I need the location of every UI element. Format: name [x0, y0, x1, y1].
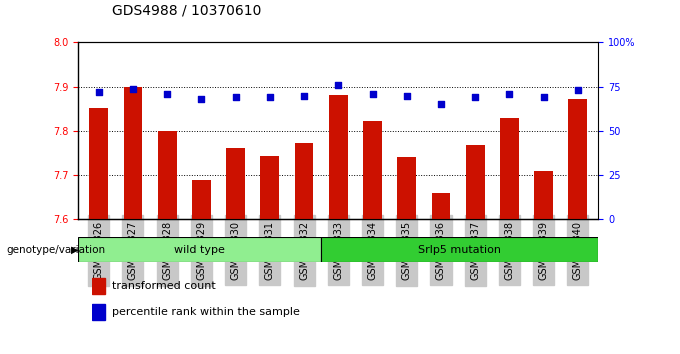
Bar	[78, 237, 321, 262]
Text: wild type: wild type	[174, 245, 225, 255]
Point	[435, 102, 446, 107]
Bar	[124, 87, 142, 219]
Bar	[432, 193, 450, 219]
Point	[367, 91, 378, 97]
Point	[231, 95, 241, 100]
Point	[196, 96, 207, 102]
Point	[401, 93, 412, 98]
Bar	[92, 304, 105, 320]
Bar	[92, 278, 105, 294]
Point	[299, 93, 309, 98]
Point	[265, 95, 275, 100]
Bar	[363, 121, 382, 219]
Bar	[89, 108, 108, 219]
Text: transformed count: transformed count	[112, 281, 216, 291]
Text: ▶: ▶	[71, 245, 79, 255]
Bar	[568, 99, 588, 219]
Text: percentile rank within the sample: percentile rank within the sample	[112, 307, 300, 318]
Bar	[260, 156, 279, 219]
Point	[93, 89, 104, 95]
Bar	[534, 171, 553, 219]
Text: GDS4988 / 10370610: GDS4988 / 10370610	[112, 4, 262, 18]
Bar	[192, 179, 211, 219]
Point	[128, 86, 139, 91]
Bar	[226, 148, 245, 219]
Bar	[466, 145, 485, 219]
Bar	[397, 156, 416, 219]
Bar	[158, 131, 177, 219]
Point	[504, 91, 515, 97]
Bar	[329, 95, 347, 219]
Point	[470, 95, 481, 100]
Point	[333, 82, 343, 88]
Text: genotype/variation: genotype/variation	[7, 245, 106, 255]
Point	[538, 95, 549, 100]
Bar	[294, 143, 313, 219]
Bar	[500, 118, 519, 219]
Bar	[321, 237, 598, 262]
Point	[162, 91, 173, 97]
Point	[573, 87, 583, 93]
Text: Srlp5 mutation: Srlp5 mutation	[418, 245, 501, 255]
